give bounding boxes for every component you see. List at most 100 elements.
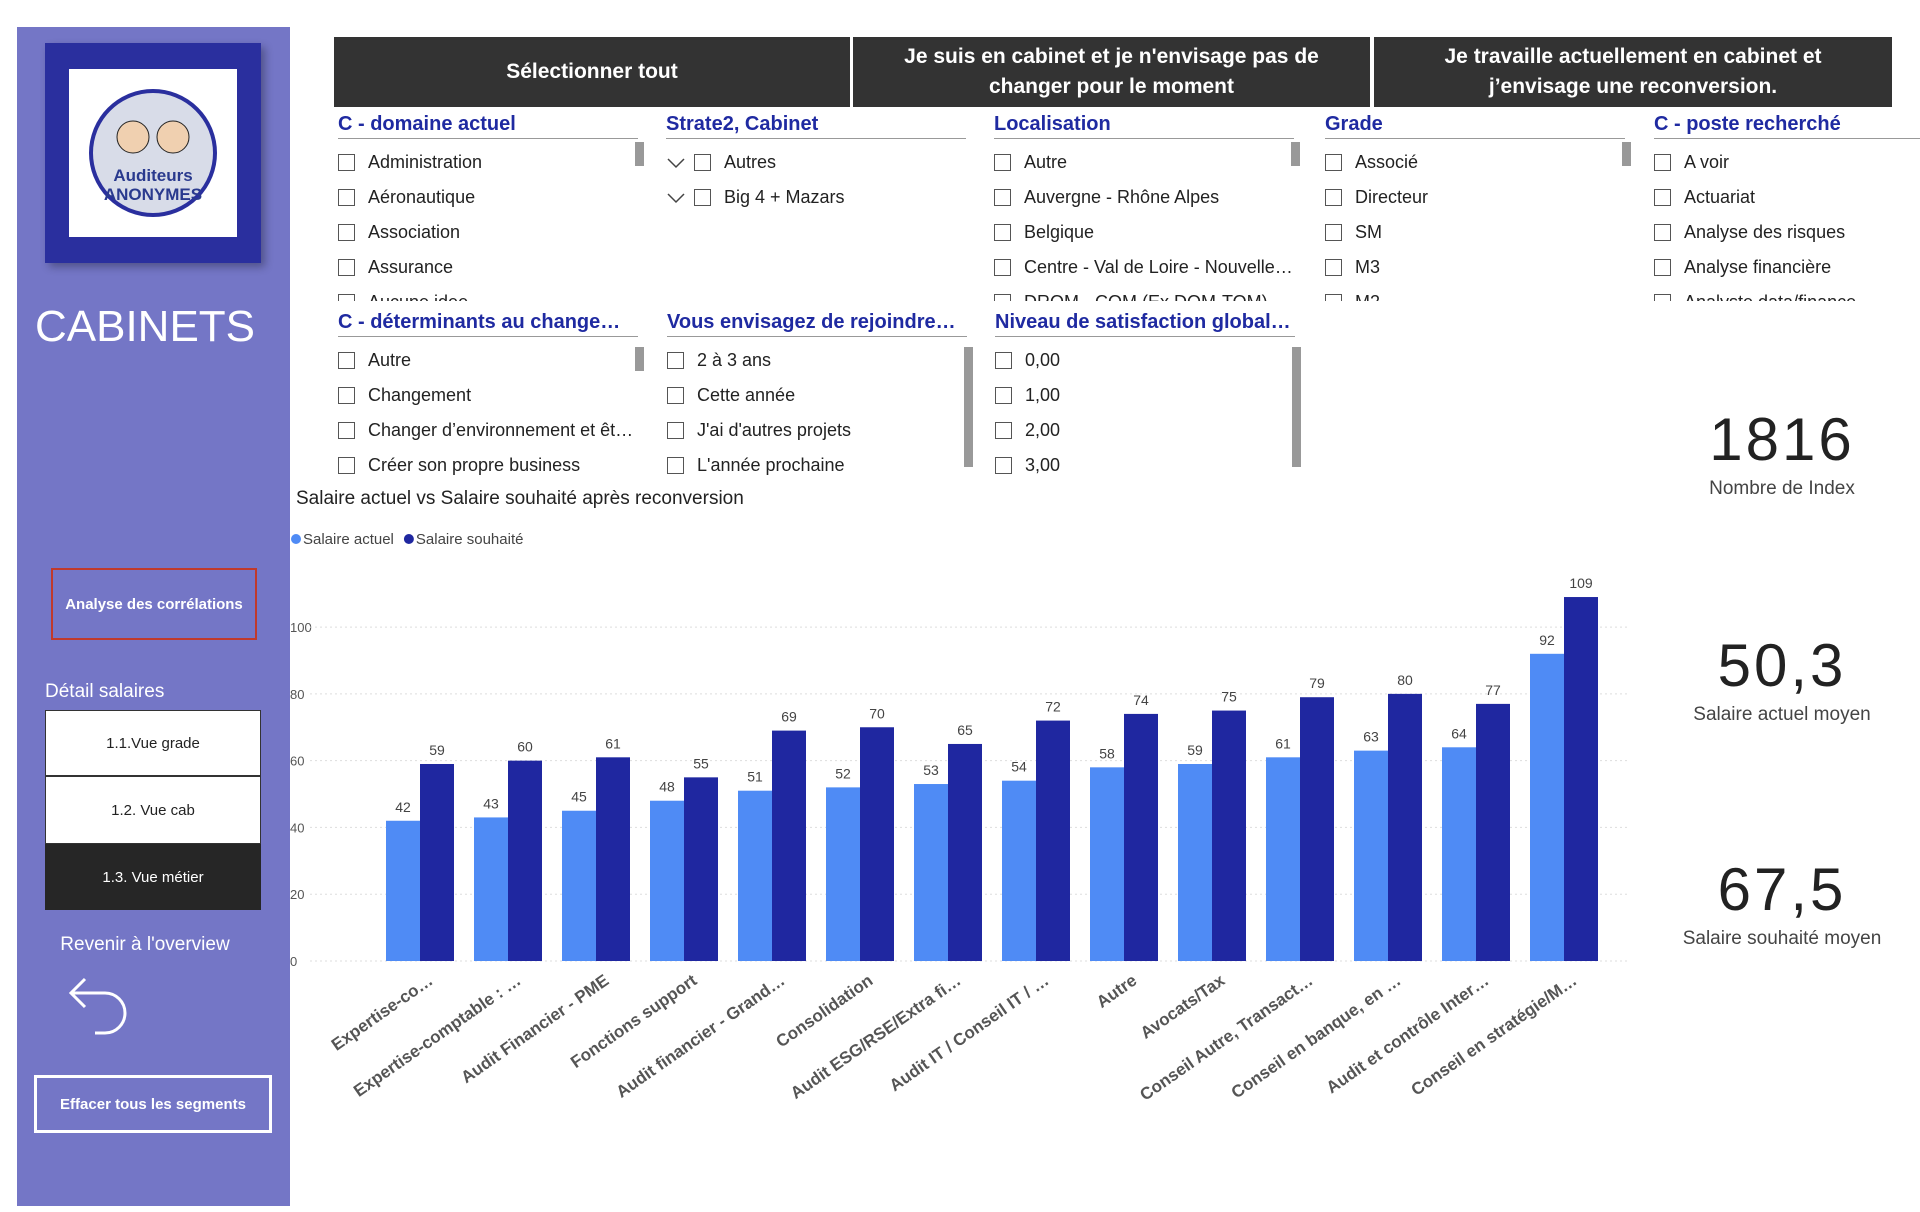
slicer-title[interactable]: Grade (1325, 113, 1625, 139)
checkbox[interactable] (995, 352, 1012, 369)
slicer-item[interactable]: Autre (338, 343, 638, 378)
item-label: Belgique (1024, 222, 1095, 242)
checkbox[interactable] (338, 352, 355, 369)
slicer-item[interactable]: J'ai d'autres projets (667, 413, 967, 448)
nav-button[interactable]: 1.3. Vue métier (45, 844, 261, 910)
checkbox[interactable] (995, 422, 1012, 439)
slicer-item[interactable]: Changer d’environnement et êt… (338, 413, 638, 448)
checkbox[interactable] (995, 387, 1012, 404)
slicer-item[interactable]: Actuariat (1654, 180, 1920, 215)
checkbox[interactable] (338, 422, 355, 439)
slicer-item[interactable]: Big 4 + Mazars (666, 180, 966, 215)
slicer-item[interactable]: 2 à 3 ans (667, 343, 967, 378)
slicer-item[interactable]: 0,00 (995, 343, 1295, 378)
checkbox[interactable] (1325, 259, 1342, 276)
slicer-item[interactable]: Analyse des risques (1654, 215, 1920, 250)
checkbox[interactable] (1325, 224, 1342, 241)
checkbox[interactable] (338, 154, 355, 171)
slicer-item[interactable]: Analyste data/finance (1654, 285, 1920, 301)
nav-button[interactable]: 1.2. Vue cab (45, 776, 261, 844)
logo-frame: Auditeurs ANONYMES (45, 43, 261, 263)
slicer-title[interactable]: C - déterminants au change… (338, 311, 638, 337)
checkbox[interactable] (1325, 189, 1342, 206)
checkbox[interactable] (1654, 259, 1671, 276)
slicer-item[interactable]: Analyse financière (1654, 250, 1920, 285)
slicer-item[interactable]: Aucune idee (338, 285, 638, 301)
top-button[interactable]: Je travaille actuellement en cabinet et … (1374, 37, 1892, 107)
checkbox[interactable] (1654, 154, 1671, 171)
back-label[interactable]: Revenir à l'overview (60, 934, 230, 955)
slicer-title[interactable]: C - poste recherché (1654, 113, 1920, 139)
checkbox[interactable] (338, 457, 355, 474)
nav-button[interactable]: 1.1.Vue grade (45, 710, 261, 776)
correlation-button[interactable]: Analyse des corrélations (51, 568, 257, 640)
slicer-item[interactable]: 2,00 (995, 413, 1295, 448)
checkbox[interactable] (1654, 189, 1671, 206)
slicer-item[interactable]: Centre - Val de Loire - Nouvelle… (994, 250, 1294, 285)
checkbox[interactable] (338, 294, 355, 301)
slicer-item[interactable]: Administration (338, 145, 638, 180)
slicer-item[interactable]: Directeur (1325, 180, 1625, 215)
top-button[interactable]: Je suis en cabinet et je n'envisage pas … (853, 37, 1370, 107)
slicer-title[interactable]: C - domaine actuel (338, 113, 638, 139)
slicer-item[interactable]: A voir (1654, 145, 1920, 180)
checkbox[interactable] (694, 154, 711, 171)
bar (1442, 747, 1476, 961)
checkbox[interactable] (995, 457, 1012, 474)
checkbox[interactable] (338, 189, 355, 206)
slicer-item[interactable]: 3,00 (995, 448, 1295, 477)
checkbox[interactable] (667, 422, 684, 439)
checkbox[interactable] (994, 154, 1011, 171)
back-icon[interactable] (65, 967, 135, 1037)
checkbox[interactable] (667, 352, 684, 369)
slicer-title[interactable]: Vous envisagez de rejoindre… (667, 311, 967, 337)
data-label: 61 (1275, 735, 1291, 751)
slicer-item[interactable]: Créer son propre business (338, 448, 638, 477)
checkbox[interactable] (994, 294, 1011, 301)
checkbox[interactable] (338, 224, 355, 241)
slicer-item[interactable]: Autres (666, 145, 966, 180)
slicer-item[interactable]: 1,00 (995, 378, 1295, 413)
slicer-item[interactable]: L'année prochaine (667, 448, 967, 477)
slicer-item[interactable]: Associé (1325, 145, 1625, 180)
data-label: 43 (483, 795, 499, 811)
data-label: 48 (659, 779, 675, 795)
checkbox[interactable] (667, 387, 684, 404)
checkbox[interactable] (338, 259, 355, 276)
slicer-item[interactable]: DROM - COM (Ex DOM-TOM) (994, 285, 1294, 301)
bar (826, 787, 860, 961)
slicer-item[interactable]: Cette année (667, 378, 967, 413)
slicer-item[interactable]: SM (1325, 215, 1625, 250)
checkbox[interactable] (1654, 224, 1671, 241)
slicer-item[interactable]: Auvergne - Rhône Alpes (994, 180, 1294, 215)
data-label: 109 (1569, 575, 1593, 591)
checkbox[interactable] (994, 224, 1011, 241)
checkbox[interactable] (1654, 294, 1671, 301)
slicer-title[interactable]: Strate2, Cabinet (666, 113, 966, 139)
checkbox[interactable] (994, 189, 1011, 206)
slicer-item[interactable]: Assurance (338, 250, 638, 285)
checkbox[interactable] (667, 457, 684, 474)
item-label: Créer son propre business (368, 455, 581, 475)
kpi-value: 50,3 (1717, 632, 1847, 699)
slicer-item[interactable]: M2 (1325, 285, 1625, 301)
clear-button[interactable]: Effacer tous les segments (34, 1075, 272, 1133)
x-tick-label: Audit et contrôle Inter… (1323, 971, 1493, 1098)
bar (508, 760, 542, 961)
top-button[interactable]: Sélectionner tout (334, 37, 850, 107)
slicer-item[interactable]: M3 (1325, 250, 1625, 285)
checkbox[interactable] (994, 259, 1011, 276)
slicer-item[interactable]: Belgique (994, 215, 1294, 250)
slicer-item[interactable]: Aéronautique (338, 180, 638, 215)
checkbox[interactable] (338, 387, 355, 404)
slicer-title[interactable]: Niveau de satisfaction global… (995, 311, 1295, 337)
slicer-item[interactable]: Autre (994, 145, 1294, 180)
checkbox[interactable] (1325, 294, 1342, 301)
slicer-item[interactable]: Changement (338, 378, 638, 413)
item-label: Assurance (368, 257, 454, 277)
checkbox[interactable] (694, 189, 711, 206)
sidebar: Auditeurs ANONYMES CABINETS Analyse des … (17, 27, 290, 1206)
checkbox[interactable] (1325, 154, 1342, 171)
slicer-item[interactable]: Association (338, 215, 638, 250)
slicer-title[interactable]: Localisation (994, 113, 1294, 139)
